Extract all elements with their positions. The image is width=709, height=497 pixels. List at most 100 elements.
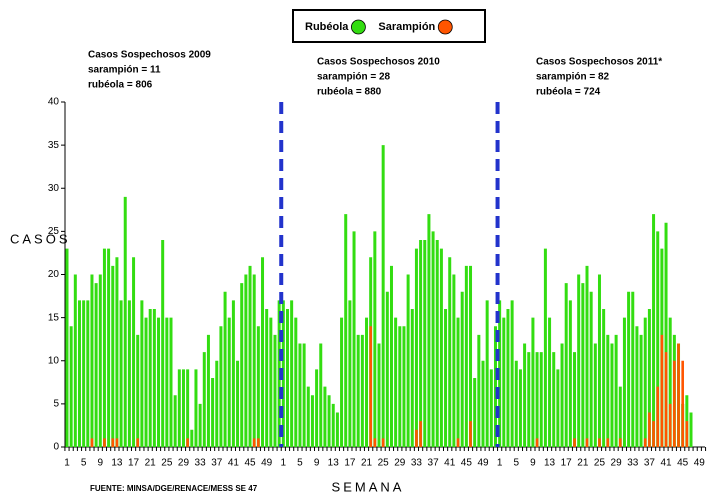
x-tick-label: 17 xyxy=(128,458,140,469)
bar xyxy=(493,326,497,447)
bar xyxy=(394,317,398,447)
bar xyxy=(252,438,256,447)
bar xyxy=(231,300,235,447)
legend-marker xyxy=(437,19,453,35)
bar xyxy=(69,326,73,447)
y-tick-label: 35 xyxy=(48,140,60,151)
bar xyxy=(518,369,522,447)
annotation: rubéola = 806 xyxy=(88,80,153,91)
bar xyxy=(602,309,606,447)
bar xyxy=(111,438,115,447)
bar xyxy=(136,334,140,447)
bar xyxy=(381,438,385,447)
bar xyxy=(668,403,672,447)
bar xyxy=(464,265,468,447)
bar xyxy=(664,352,668,447)
bar xyxy=(65,248,69,447)
bar xyxy=(477,334,481,447)
x-tick-label: 45 xyxy=(677,458,689,469)
bar xyxy=(660,334,664,447)
bar xyxy=(140,300,144,447)
bar xyxy=(643,317,647,447)
x-tick-label: 1 xyxy=(497,458,503,469)
x-tick-label: 25 xyxy=(378,458,390,469)
x-tick-label: 37 xyxy=(428,458,440,469)
x-tick-label: 29 xyxy=(394,458,406,469)
x-tick-label: 25 xyxy=(161,458,173,469)
bar xyxy=(169,317,173,447)
x-tick-label: 5 xyxy=(513,458,519,469)
bar xyxy=(689,412,693,447)
bar xyxy=(510,300,514,447)
bar xyxy=(502,317,506,447)
bar xyxy=(348,300,352,447)
bar xyxy=(119,300,123,447)
bar xyxy=(610,343,614,447)
y-tick-label: 20 xyxy=(48,269,60,280)
bar xyxy=(564,283,568,447)
x-tick-label: 29 xyxy=(178,458,190,469)
x-tick-label: 45 xyxy=(461,458,473,469)
bar xyxy=(668,317,672,447)
bar xyxy=(86,300,90,447)
bar xyxy=(448,257,452,447)
bar xyxy=(597,274,601,447)
bar xyxy=(369,326,372,447)
bar xyxy=(431,231,435,447)
bar xyxy=(302,343,306,447)
bar xyxy=(631,291,635,447)
annotation: rubéola = 724 xyxy=(536,87,601,98)
x-tick-label: 5 xyxy=(81,458,87,469)
bar xyxy=(265,309,269,447)
bar xyxy=(98,274,102,447)
bar xyxy=(356,334,360,447)
bar xyxy=(240,283,244,447)
bar xyxy=(206,334,210,447)
bar xyxy=(439,248,443,447)
bar xyxy=(435,240,439,447)
bar xyxy=(223,291,227,447)
bar xyxy=(581,283,585,447)
bar xyxy=(194,369,198,447)
bar xyxy=(618,438,622,447)
bar xyxy=(635,326,639,447)
x-axis-label: SEMANA xyxy=(332,479,405,494)
bar xyxy=(277,300,281,447)
x-tick-label: 21 xyxy=(145,458,157,469)
bar xyxy=(323,386,327,447)
bar xyxy=(410,309,414,447)
bar xyxy=(360,334,364,447)
bar xyxy=(281,300,285,447)
x-tick-label: 49 xyxy=(261,458,273,469)
bar xyxy=(427,214,431,447)
bar xyxy=(643,438,647,447)
bar xyxy=(485,300,489,447)
bar xyxy=(132,257,136,447)
bar xyxy=(677,343,680,447)
bar xyxy=(573,352,577,447)
x-tick-label: 37 xyxy=(644,458,656,469)
bar xyxy=(444,309,448,447)
bar xyxy=(269,317,273,447)
bar xyxy=(531,317,535,447)
bar xyxy=(614,334,618,447)
y-tick-label: 10 xyxy=(48,355,60,366)
bar xyxy=(319,343,323,447)
bar xyxy=(373,438,377,447)
bar xyxy=(598,438,601,447)
bar xyxy=(622,317,626,447)
bar xyxy=(398,326,402,447)
bar xyxy=(148,309,152,447)
bar xyxy=(107,248,111,447)
bar xyxy=(652,214,656,447)
bar xyxy=(215,360,219,447)
bar xyxy=(415,429,418,447)
bar xyxy=(298,343,302,447)
legend-marker xyxy=(351,19,366,35)
bar xyxy=(190,429,194,447)
bar xyxy=(664,222,668,447)
bar xyxy=(473,378,477,447)
bar xyxy=(327,395,331,447)
annotation: sarampión = 28 xyxy=(317,72,391,83)
